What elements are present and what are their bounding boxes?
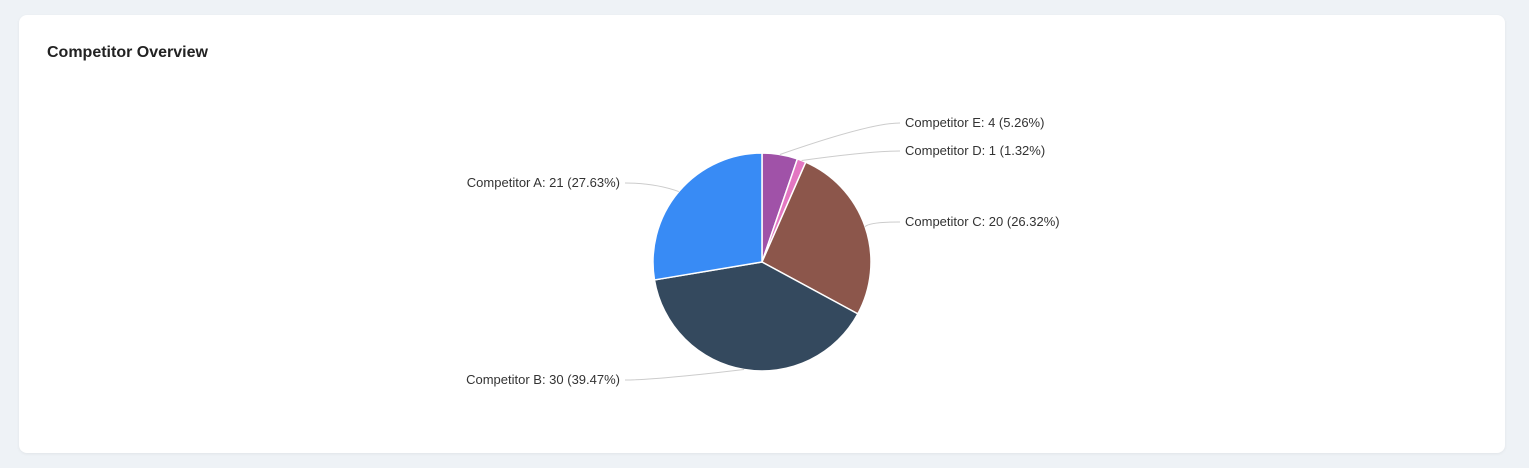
slice-label: Competitor D: 1 (1.32%): [905, 143, 1045, 158]
label-line: [779, 122, 901, 155]
slice-label: Competitor C: 20 (26.32%): [905, 214, 1060, 229]
slice-label: Competitor E: 4 (5.26%): [905, 115, 1044, 130]
label-line: [801, 150, 901, 161]
label-line: [864, 221, 901, 228]
chart-title: Competitor Overview: [47, 44, 208, 61]
label-line: [624, 182, 679, 193]
label-line: [624, 369, 745, 381]
pie-slice-competitor-b[interactable]: [653, 261, 859, 372]
slice-label: Competitor B: 30 (39.47%): [466, 372, 620, 387]
pie-slice-competitor-a[interactable]: [652, 152, 763, 281]
slice-label: Competitor A: 21 (27.63%): [467, 175, 620, 190]
